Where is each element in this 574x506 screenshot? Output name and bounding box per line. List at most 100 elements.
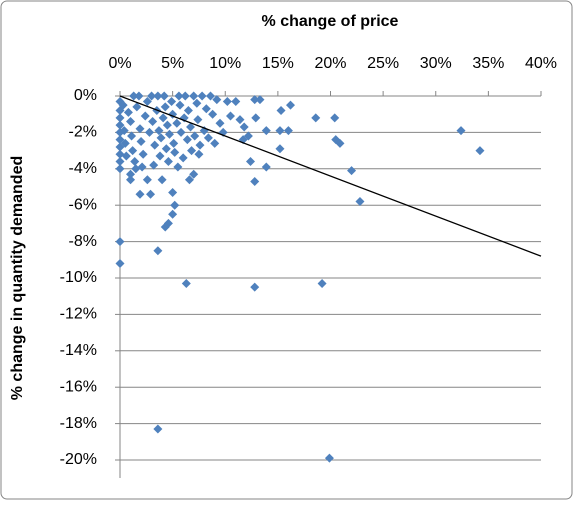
point bbox=[283, 126, 293, 136]
point bbox=[168, 187, 178, 197]
point bbox=[121, 151, 131, 161]
point bbox=[169, 138, 179, 148]
x-tick-label: 30% bbox=[420, 55, 452, 72]
point bbox=[235, 115, 245, 125]
x-tick-label: 10% bbox=[209, 55, 241, 72]
point bbox=[138, 149, 148, 159]
point bbox=[226, 111, 236, 121]
point bbox=[197, 91, 207, 101]
point bbox=[176, 127, 186, 137]
point bbox=[120, 138, 130, 148]
point bbox=[150, 140, 160, 150]
point bbox=[115, 127, 125, 137]
point bbox=[115, 120, 125, 130]
y-tick-label: -10% bbox=[60, 269, 97, 286]
point bbox=[311, 113, 321, 123]
y-tick-label: -4% bbox=[69, 160, 97, 177]
point bbox=[178, 153, 188, 163]
point bbox=[231, 96, 241, 106]
x-tick-label: 40% bbox=[525, 55, 557, 72]
trendline bbox=[119, 95, 542, 257]
y-tick-label: -14% bbox=[60, 342, 97, 359]
point bbox=[160, 102, 170, 112]
point bbox=[140, 111, 150, 121]
point bbox=[184, 175, 194, 185]
point bbox=[119, 126, 129, 136]
point bbox=[250, 95, 260, 105]
point bbox=[239, 122, 249, 132]
point bbox=[115, 157, 125, 167]
y-tick-label: -16% bbox=[60, 378, 97, 395]
point bbox=[146, 189, 156, 199]
x-tick-label: 25% bbox=[367, 55, 399, 72]
point bbox=[170, 200, 180, 210]
point bbox=[261, 162, 271, 172]
point bbox=[126, 175, 136, 185]
point bbox=[215, 118, 225, 128]
point bbox=[189, 169, 199, 179]
point bbox=[144, 127, 154, 137]
point bbox=[163, 218, 173, 228]
point bbox=[335, 138, 345, 148]
point bbox=[162, 120, 172, 130]
point bbox=[135, 124, 145, 134]
point bbox=[115, 113, 125, 123]
point bbox=[475, 146, 485, 156]
point bbox=[317, 278, 327, 288]
point bbox=[157, 175, 167, 185]
point bbox=[127, 131, 137, 141]
point bbox=[118, 100, 128, 110]
point bbox=[250, 177, 260, 187]
point bbox=[286, 100, 296, 110]
point bbox=[115, 258, 125, 268]
point bbox=[187, 146, 197, 156]
point bbox=[153, 424, 163, 434]
point bbox=[275, 126, 285, 136]
point bbox=[154, 126, 164, 136]
point bbox=[222, 96, 232, 106]
point bbox=[246, 157, 256, 167]
x-tick-label: 35% bbox=[472, 55, 504, 72]
point bbox=[192, 98, 202, 108]
point bbox=[201, 104, 211, 114]
y-tick-label: -20% bbox=[60, 451, 97, 468]
x-tick-label: 5% bbox=[161, 55, 184, 72]
point bbox=[158, 113, 168, 123]
point bbox=[174, 91, 184, 101]
point bbox=[212, 95, 222, 105]
point bbox=[130, 157, 140, 167]
point bbox=[128, 146, 138, 156]
point bbox=[147, 91, 157, 101]
point bbox=[153, 246, 163, 256]
point bbox=[126, 169, 136, 179]
point bbox=[156, 133, 166, 143]
point bbox=[173, 162, 183, 172]
y-tick-label: -6% bbox=[69, 196, 97, 213]
point bbox=[276, 106, 286, 116]
point bbox=[131, 164, 141, 174]
point bbox=[168, 209, 178, 219]
y-tick-label: -2% bbox=[69, 124, 97, 141]
point bbox=[208, 109, 218, 119]
y-axis-title: % change in quantity demanded bbox=[9, 156, 26, 400]
point bbox=[170, 147, 180, 157]
point bbox=[355, 197, 365, 207]
point bbox=[324, 453, 334, 463]
point bbox=[175, 100, 185, 110]
point bbox=[115, 237, 125, 247]
point bbox=[134, 91, 144, 101]
point bbox=[148, 116, 158, 126]
point bbox=[164, 129, 174, 139]
point bbox=[255, 95, 265, 105]
point bbox=[195, 140, 205, 150]
point bbox=[243, 131, 253, 141]
point bbox=[155, 151, 165, 161]
y-tick-label: -8% bbox=[69, 233, 97, 250]
point bbox=[182, 135, 192, 145]
point bbox=[167, 96, 177, 106]
x-tick-label: 0% bbox=[108, 55, 131, 72]
point bbox=[206, 91, 216, 101]
point bbox=[136, 137, 146, 146]
point bbox=[190, 131, 200, 141]
